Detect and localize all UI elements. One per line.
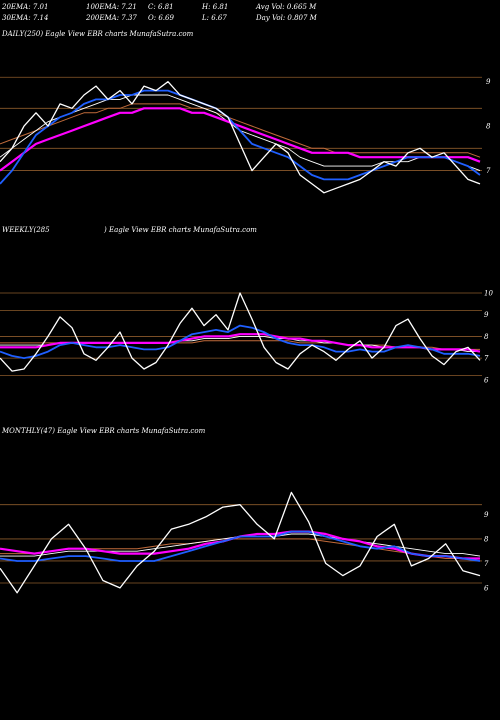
daily-ema30-line	[0, 107, 481, 172]
daily-ema200-line	[0, 103, 481, 158]
high-value: H: 6.81	[202, 3, 229, 11]
daily-ytick-2: 7	[486, 167, 491, 175]
daily-panel-title: DAILY(250) Eagle View EBR charts MunafaS…	[2, 30, 194, 38]
monthly-ytick-2: 7	[484, 560, 489, 568]
ema100-value: 100EMA: 7.21	[86, 3, 137, 11]
daily-ytick-0: 9	[486, 78, 491, 86]
weekly-ytick-1: 9	[484, 311, 489, 319]
weekly-panel-title-left: WEEKLY(285	[2, 226, 50, 234]
close-value: C: 6.81	[148, 3, 174, 11]
low-value: L: 6.67	[202, 14, 227, 22]
daily-ema20-line	[0, 89, 481, 185]
ema30-value: 30EMA: 7.14	[2, 14, 49, 22]
weekly-price-line	[0, 292, 481, 372]
monthly-ema20-line	[0, 530, 481, 562]
ema20-value: 20EMA: 7.01	[2, 3, 49, 11]
weekly-ytick-0: 10	[484, 290, 493, 298]
daily-ytick-1: 8	[486, 123, 491, 131]
weekly-panel-title-right: ) Eagle View EBR charts MunafaSutra.com	[104, 226, 257, 234]
monthly-price-line	[0, 491, 481, 594]
daily-ema100-line	[0, 94, 481, 172]
day-volume-value: Day Vol: 0.807 M	[256, 14, 317, 22]
monthly-panel-title: MONTHLY(47) Eagle View EBR charts Munafa…	[2, 427, 206, 435]
ema200-value: 200EMA: 7.37	[86, 14, 137, 22]
daily-price-line	[0, 81, 481, 194]
weekly-ytick-2: 8	[484, 333, 489, 341]
weekly-ytick-3: 7	[484, 355, 489, 363]
monthly-ytick-1: 8	[484, 535, 489, 543]
weekly-ytick-4: 6	[484, 376, 489, 384]
monthly-ytick-3: 6	[484, 584, 489, 592]
avg-volume-value: Avg Vol: 0.665 M	[256, 3, 317, 11]
open-value: O: 6.69	[148, 14, 174, 22]
monthly-ytick-0: 9	[484, 511, 489, 519]
